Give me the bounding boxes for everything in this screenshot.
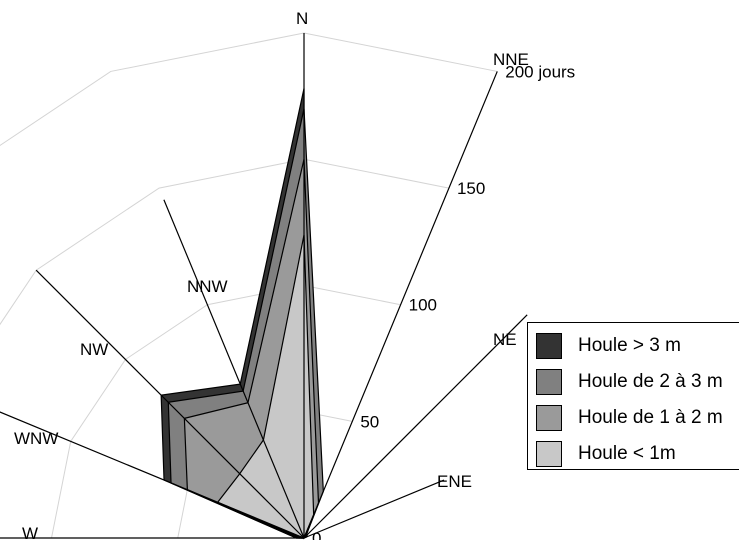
legend-item: Houle > 3 m bbox=[536, 331, 681, 361]
tick-label-150: 150 bbox=[457, 179, 485, 198]
direction-label-ene: ENE bbox=[437, 472, 472, 491]
legend: Houle > 3 m Houle de 2 à 3 m Houle de 1 à … bbox=[527, 322, 739, 470]
spoke-nw bbox=[35, 269, 305, 539]
grid-ring-100 bbox=[51, 284, 401, 539]
legend-swatch bbox=[536, 369, 562, 395]
spoke-wnw bbox=[0, 411, 305, 539]
direction-labels: N NNE NE ENE W WNW NW NNW bbox=[14, 9, 529, 540]
spoke-ne bbox=[303, 314, 528, 539]
series-polygon-4 bbox=[216, 234, 315, 539]
tick-label-200: 200 jours bbox=[505, 62, 575, 81]
legend-swatch bbox=[536, 333, 562, 359]
spoke-nne bbox=[303, 71, 498, 539]
tick-label-0: 0 bbox=[312, 529, 321, 540]
legend-label: Houle de 2 à 3 m bbox=[578, 371, 723, 392]
legend-label: Houle de 1 à 2 m bbox=[578, 407, 723, 428]
radial-tick-labels: 0 50 100 150 200 jours bbox=[312, 62, 575, 540]
tick-label-50: 50 bbox=[360, 412, 379, 431]
legend-item: Houle < 1m bbox=[536, 439, 676, 469]
spoke-ene bbox=[303, 479, 445, 539]
grid-ring-200 bbox=[0, 32, 498, 147]
legend-label: Houle < 1m bbox=[578, 443, 676, 464]
direction-label-w: W bbox=[22, 524, 38, 540]
legend-swatch bbox=[536, 441, 562, 467]
direction-label-nnw: NNW bbox=[187, 277, 228, 296]
series-layers bbox=[160, 88, 324, 540]
direction-label-wnw: WNW bbox=[14, 429, 58, 448]
direction-label-nw: NW bbox=[80, 340, 108, 359]
legend-swatch bbox=[536, 405, 562, 431]
grid-ring-150 bbox=[0, 158, 450, 326]
direction-label-ne: NE bbox=[493, 330, 517, 349]
legend-label: Houle > 3 m bbox=[578, 335, 681, 356]
direction-label-nne: NNE bbox=[493, 50, 529, 69]
legend-item: Houle de 2 à 3 m bbox=[536, 367, 723, 397]
direction-spokes bbox=[0, 33, 528, 539]
direction-label-n: N bbox=[296, 9, 308, 28]
tick-label-100: 100 bbox=[409, 296, 437, 315]
legend-item: Houle de 1 à 2 m bbox=[536, 403, 723, 433]
spoke-nnw bbox=[163, 199, 305, 539]
